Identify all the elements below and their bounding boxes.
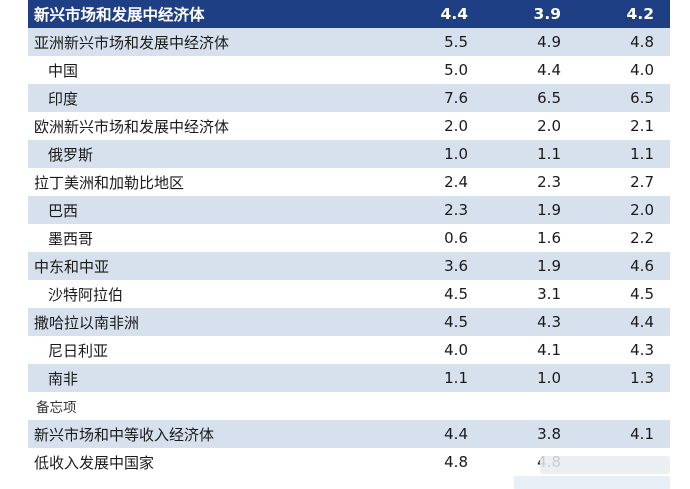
table-row: 新兴市场和中等收入经济体 4.4 3.8 4.1 [28,420,670,448]
row-value-3: 4.8 [630,33,654,51]
row-label: 南非 [48,369,79,388]
memo-heading: 备忘项 [36,400,77,416]
row-value-1: 4.8 [444,453,468,471]
row-value-1: 0.6 [444,229,468,247]
row-value-1: 1.1 [444,369,468,387]
table-row: 亚洲新兴市场和发展中经济体 5.5 4.9 4.8 [28,28,670,56]
row-label: 巴西 [48,201,79,220]
row-value-1: 2.0 [444,117,468,135]
row-value-1: 1.0 [444,145,468,163]
table-row: 沙特阿拉伯 4.5 3.1 4.5 [28,280,670,308]
row-label: 撒哈拉以南非洲 [34,313,140,332]
row-value-3: 2.1 [630,117,654,135]
row-value-1: 2.4 [444,173,468,191]
row-label: 墨西哥 [48,229,94,248]
row-value-3: 1.3 [630,369,654,387]
row-value-1: 7.6 [444,89,468,107]
row-value-2: 3.1 [537,285,561,303]
row-value-1: 2.3 [444,201,468,219]
row-value-2: 4.1 [537,341,561,359]
row-label: 拉丁美洲和加勒比地区 [34,173,185,192]
row-value-2: 1.0 [537,369,561,387]
row-value-1: 5.5 [444,33,468,51]
row-value-3: 6.5 [630,89,654,107]
table-row: 撒哈拉以南非洲 4.5 4.3 4.4 [28,308,670,336]
row-value-1: 5.0 [444,61,468,79]
row-label: 新兴市场和中等收入经济体 [34,425,215,444]
row-label: 低收入发展中国家 [34,453,155,472]
row-label: 印度 [48,89,79,108]
row-label: 俄罗斯 [48,145,94,164]
row-value-2: 2.0 [537,117,561,135]
row-value-1: 4.5 [444,313,468,331]
table-row: 尼日利亚 4.0 4.1 4.3 [28,336,670,364]
row-value-3: 4.3 [630,341,654,359]
row-value-2: 6.5 [537,89,561,107]
row-value-2: 2.3 [537,173,561,191]
row-value-3: 2.0 [630,201,654,219]
row-value-3: 4.5 [630,285,654,303]
row-value-3: 4.4 [630,313,654,331]
header-value-2: 3.9 [533,5,561,23]
row-value-2: 1.1 [537,145,561,163]
header-label: 新兴市场和发展中经济体 [34,6,205,24]
row-value-1: 4.4 [444,425,468,443]
table-row: 俄罗斯 1.0 1.1 1.1 [28,140,670,168]
table-row: 墨西哥 0.6 1.6 2.2 [28,224,670,252]
table-header-row: 新兴市场和发展中经济体 4.4 3.9 4.2 [28,0,670,28]
row-value-3: 1.1 [630,145,654,163]
memo-heading-row: 备忘项 [28,392,670,420]
row-value-1: 4.0 [444,341,468,359]
row-value-2: 1.6 [537,229,561,247]
table-row: 欧洲新兴市场和发展中经济体 2.0 2.0 2.1 [28,112,670,140]
watermark-badge [540,456,670,474]
table-row: 拉丁美洲和加勒比地区 2.4 2.3 2.7 [28,168,670,196]
row-label: 欧洲新兴市场和发展中经济体 [34,117,230,136]
row-label: 尼日利亚 [48,341,109,360]
row-label: 亚洲新兴市场和发展中经济体 [34,33,230,52]
header-value-3: 4.2 [626,5,654,23]
row-value-2: 1.9 [537,257,561,275]
table-row: 巴西 2.3 1.9 2.0 [28,196,670,224]
row-value-3: 4.6 [630,257,654,275]
row-label: 中国 [48,61,79,80]
table-row: 中东和中亚 3.6 1.9 4.6 [28,252,670,280]
table-row: 印度 7.6 6.5 6.5 [28,84,670,112]
row-value-3: 2.7 [630,173,654,191]
row-label: 沙特阿拉伯 [48,285,124,304]
table-row: 中国 5.0 4.4 4.0 [28,56,670,84]
row-value-2: 4.9 [537,33,561,51]
growth-table: 新兴市场和发展中经济体 4.4 3.9 4.2 亚洲新兴市场和发展中经济体 5.5… [28,0,670,489]
row-value-3: 4.1 [630,425,654,443]
row-value-2: 4.4 [537,61,561,79]
row-value-3: 4.0 [630,61,654,79]
row-label: 中东和中亚 [34,257,110,276]
row-value-1: 4.5 [444,285,468,303]
header-value-1: 4.4 [440,5,468,23]
row-value-3: 2.2 [630,229,654,247]
row-value-2: 1.9 [537,201,561,219]
row-value-2: 3.8 [537,425,561,443]
row-value-1: 3.6 [444,257,468,275]
table-row: 南非 1.1 1.0 1.3 [28,364,670,392]
row-value-2: 4.3 [537,313,561,331]
